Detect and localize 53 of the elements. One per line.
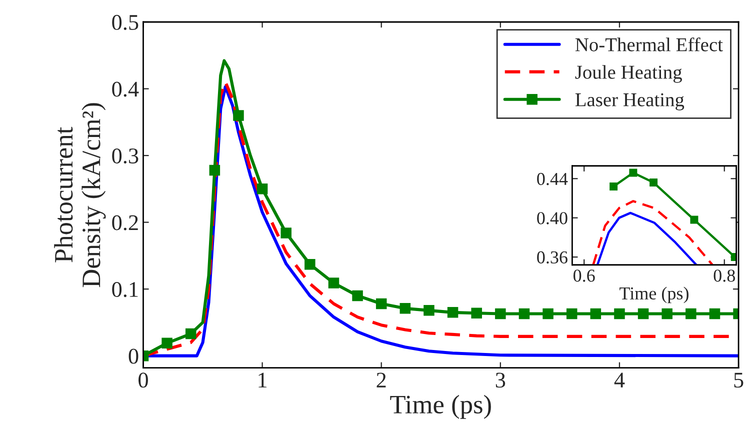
x-tick-label: 4 (614, 372, 625, 388)
x-tick-label: 5 (734, 372, 744, 388)
point (495, 308, 506, 320)
x-axis-title: Time (ps) (620, 286, 688, 304)
point (686, 308, 696, 320)
point (447, 307, 458, 318)
x-tick-label: 3 (496, 372, 506, 388)
point (709, 308, 720, 320)
point (256, 184, 268, 194)
point (650, 178, 658, 187)
x-tick-label: 0.6 (574, 270, 595, 282)
point (542, 308, 554, 320)
x-axis-title: Time (ps) (390, 394, 491, 419)
y-tick-label: 0.40 (537, 212, 568, 224)
y-axis-title: Photocurrent Density (kA/cm²) (54, 103, 106, 288)
legend-label: Joule Heating (575, 65, 682, 83)
point (614, 308, 625, 320)
y-tick-label: 0.5 (112, 14, 138, 30)
point (376, 298, 387, 310)
x-tick-label: 1 (258, 372, 267, 388)
point (566, 308, 578, 320)
point (424, 305, 434, 316)
point (629, 168, 638, 177)
legend-label: Laser Heating (575, 93, 684, 110)
line-series (596, 212, 698, 265)
y-tick-label: 0 (128, 348, 138, 364)
y-tick-label: 0.44 (537, 172, 568, 186)
point (304, 258, 316, 270)
line-series (592, 200, 714, 265)
point (233, 110, 244, 121)
point (328, 278, 340, 288)
x-tick-label: 0 (138, 372, 148, 388)
y-tick-label: 0.36 (537, 251, 568, 264)
point (662, 308, 672, 320)
point (471, 308, 482, 318)
point (690, 216, 698, 224)
point (162, 338, 172, 349)
point (280, 228, 292, 238)
point (610, 182, 618, 190)
point (185, 328, 196, 340)
y-tick-label: 0.4 (112, 82, 139, 97)
point (590, 308, 602, 320)
legend-label: No-Thermal Effect (575, 37, 723, 52)
point (518, 308, 530, 320)
y-tick-label: 0.2 (112, 215, 138, 230)
point (209, 164, 220, 176)
y-tick-label: 0.1 (112, 282, 138, 298)
x-tick-label: 2 (376, 372, 386, 388)
x-tick-label: 0.8 (714, 270, 735, 282)
point (400, 303, 411, 314)
y-tick-label: 0.3 (112, 148, 138, 164)
point (352, 290, 363, 302)
point (638, 308, 649, 320)
